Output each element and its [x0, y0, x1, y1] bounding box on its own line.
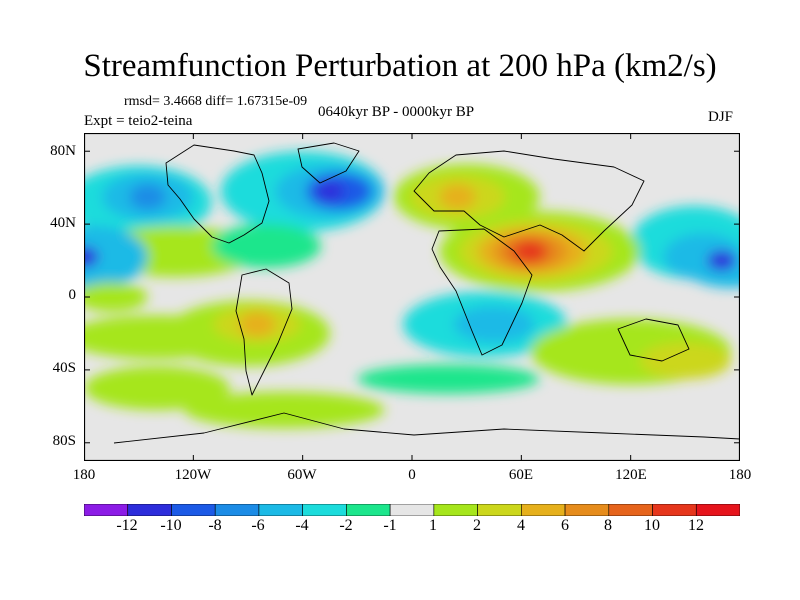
map-plot — [84, 133, 740, 461]
field-center — [475, 311, 513, 338]
field-center — [315, 181, 345, 202]
field-shading — [84, 151, 740, 429]
colorbar-box — [608, 504, 653, 516]
x-tick-label: 120E — [615, 467, 647, 483]
field-center — [84, 246, 99, 268]
colorbar-label: -10 — [160, 517, 182, 534]
field-center — [129, 184, 166, 210]
field-center — [439, 184, 476, 210]
y-tick-label: 0 — [68, 287, 77, 303]
field-center — [238, 311, 276, 338]
field-center — [707, 250, 737, 271]
colorbar-box — [127, 504, 172, 516]
x-tick-label: 180 — [728, 467, 752, 483]
field-blob — [357, 364, 540, 394]
x-tick-label: 60W — [287, 467, 317, 483]
chart-title: Streamfunction Perturbation at 200 hPa (… — [83, 48, 717, 84]
colorbar-box — [695, 504, 740, 516]
season-label: DJF — [708, 109, 734, 125]
colorbar-label: -6 — [251, 517, 265, 534]
colorbar-box — [433, 504, 478, 516]
colorbar-label: 4 — [517, 517, 525, 534]
field-blob — [184, 391, 385, 429]
experiment-label: Expt = teio2-teina — [84, 113, 193, 129]
x-tick-label: 60E — [508, 467, 534, 483]
y-tick-label: 80N — [50, 143, 76, 159]
colorbar-box — [389, 504, 435, 516]
colorbar-box — [521, 504, 566, 516]
field-blob — [84, 282, 148, 312]
period-label: 0640kyr BP - 0000kyr BP — [318, 104, 475, 120]
y-tick-label: 40N — [50, 215, 76, 231]
colorbar-box — [258, 504, 303, 516]
colorbar-label: -4 — [295, 517, 309, 534]
colorbar-label: 12 — [688, 517, 704, 534]
field-blob — [84, 366, 230, 410]
field-center — [515, 241, 545, 262]
colorbar-label: -1 — [383, 517, 397, 534]
colorbar-box — [171, 504, 216, 516]
colorbar-label: 2 — [473, 517, 481, 534]
colorbar-box — [564, 504, 610, 516]
x-tick-label: 180 — [72, 467, 96, 483]
colorbar-label: -8 — [208, 517, 222, 534]
stats-text: rmsd= 3.4668 diff= 1.67315e-09 — [124, 94, 308, 109]
field-blob — [211, 224, 321, 268]
colorbar — [84, 504, 740, 516]
y-tick-label: 40S — [52, 360, 76, 376]
colorbar-label: 8 — [604, 517, 612, 534]
y-tick-label: 80S — [52, 433, 76, 449]
field-blob — [639, 342, 731, 379]
colorbar-box — [346, 504, 391, 516]
colorbar-label: 10 — [644, 517, 660, 534]
colorbar-label: 1 — [429, 517, 437, 534]
axis-ticks — [84, 133, 740, 461]
colorbar-box — [84, 504, 129, 516]
colorbar-box — [302, 504, 347, 516]
coastlines — [113, 142, 740, 444]
field-blob — [84, 225, 148, 288]
colorbar-label: -12 — [116, 517, 138, 534]
colorbar-label: 6 — [561, 517, 569, 534]
colorbar-box — [652, 504, 697, 516]
colorbar-box — [214, 504, 260, 516]
x-tick-label: 0 — [408, 467, 416, 483]
x-tick-label: 120W — [174, 467, 212, 483]
colorbar-box — [477, 504, 522, 516]
colorbar-label: -2 — [339, 517, 353, 534]
